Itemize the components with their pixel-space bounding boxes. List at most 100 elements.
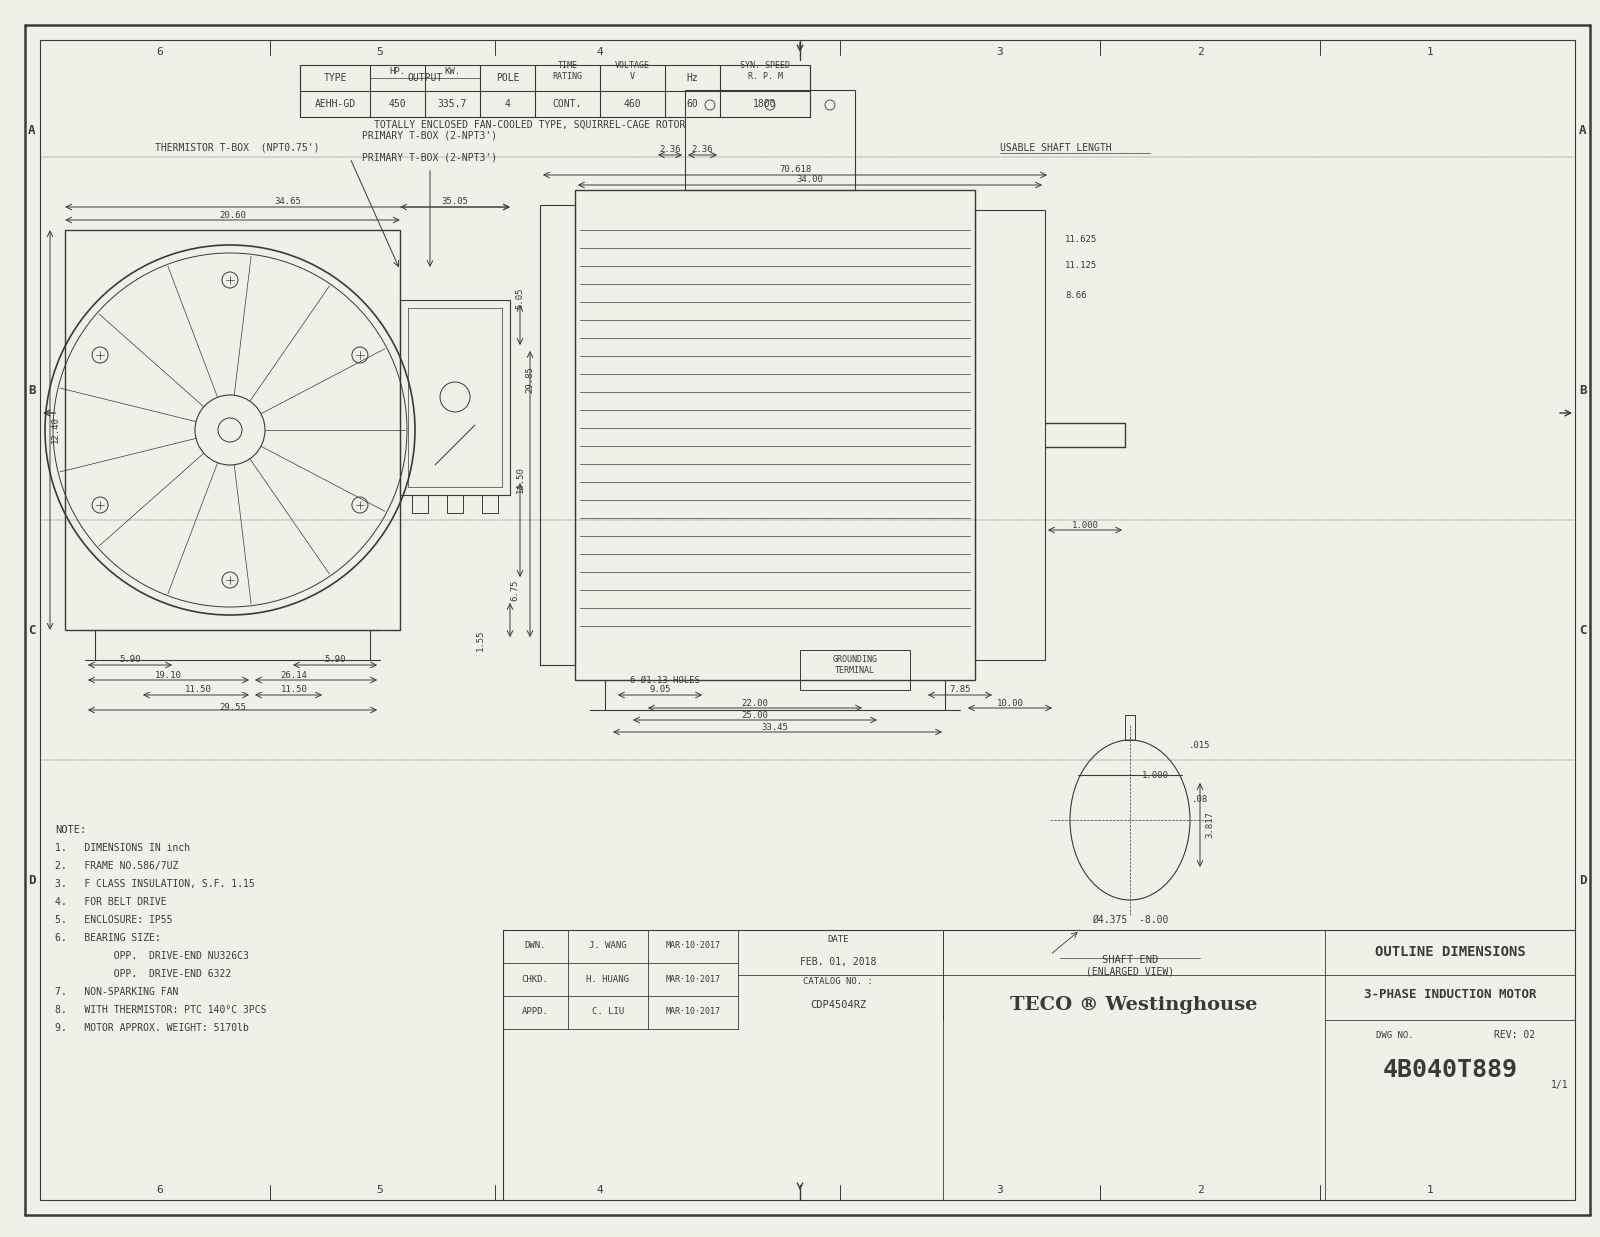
Text: VOLTAGE
V: VOLTAGE V <box>614 62 650 80</box>
Text: CDP4504RZ: CDP4504RZ <box>810 999 866 1009</box>
Text: 2.   FRAME NO.586/7UZ: 2. FRAME NO.586/7UZ <box>54 861 178 871</box>
Text: 34.65: 34.65 <box>274 198 301 207</box>
Text: 4B040T889: 4B040T889 <box>1382 1058 1517 1082</box>
Bar <box>800 649 910 690</box>
Text: 1.55: 1.55 <box>475 630 485 651</box>
Text: OPP.  DRIVE-END 6322: OPP. DRIVE-END 6322 <box>54 969 232 978</box>
Text: 1.000: 1.000 <box>1072 521 1099 529</box>
Text: 335.7: 335.7 <box>438 99 467 109</box>
Text: 3.   F CLASS INSULATION, S.F. 1.15: 3. F CLASS INSULATION, S.F. 1.15 <box>54 880 254 889</box>
Text: CONT.: CONT. <box>554 99 582 109</box>
Text: 10.00: 10.00 <box>997 699 1024 708</box>
Text: APPD.: APPD. <box>522 1007 549 1017</box>
Text: J. WANG: J. WANG <box>589 941 627 950</box>
Text: AEHH-GD: AEHH-GD <box>315 99 355 109</box>
Text: PRIMARY T-BOX (2-NPT3'): PRIMARY T-BOX (2-NPT3') <box>363 130 498 140</box>
Text: 1: 1 <box>1427 1185 1434 1195</box>
Text: 5: 5 <box>376 47 384 57</box>
Text: 5.05: 5.05 <box>515 287 525 309</box>
Text: 3: 3 <box>997 1185 1003 1195</box>
Text: OPP.  DRIVE-END NU326C3: OPP. DRIVE-END NU326C3 <box>54 951 250 961</box>
Text: 6: 6 <box>157 1185 163 1195</box>
Text: PRIMARY T-BOX (2-NPT3'): PRIMARY T-BOX (2-NPT3') <box>363 153 498 163</box>
Text: 3: 3 <box>997 47 1003 57</box>
Text: DWN.: DWN. <box>525 941 546 950</box>
Text: D: D <box>1579 873 1587 887</box>
Text: 12.40: 12.40 <box>51 417 59 443</box>
Text: Hz: Hz <box>686 73 698 83</box>
Text: TECO ® Westinghouse: TECO ® Westinghouse <box>1010 996 1258 1014</box>
Text: 20.60: 20.60 <box>219 210 246 219</box>
Text: 22.00: 22.00 <box>741 699 768 708</box>
Text: 70.618: 70.618 <box>779 166 811 174</box>
Text: 4: 4 <box>597 1185 603 1195</box>
Text: 3-PHASE INDUCTION MOTOR: 3-PHASE INDUCTION MOTOR <box>1363 988 1536 1002</box>
Text: 6: 6 <box>157 47 163 57</box>
Text: OUTLINE DIMENSIONS: OUTLINE DIMENSIONS <box>1374 945 1525 959</box>
Text: B: B <box>1579 383 1587 397</box>
Text: 450: 450 <box>389 99 406 109</box>
Text: HP.: HP. <box>389 67 405 75</box>
Text: 6.75: 6.75 <box>510 579 520 601</box>
Text: KW.: KW. <box>445 67 461 75</box>
Bar <box>301 66 810 118</box>
Text: POLE: POLE <box>496 73 520 83</box>
Text: 5.90: 5.90 <box>325 656 346 664</box>
Text: 8.   WITH THERMISTOR: PTC 140°C 3PCS: 8. WITH THERMISTOR: PTC 140°C 3PCS <box>54 1004 267 1016</box>
Text: TOTALLY ENCLOSED FAN-COOLED TYPE, SQUIRREL-CAGE ROTOR: TOTALLY ENCLOSED FAN-COOLED TYPE, SQUIRR… <box>374 120 686 130</box>
Text: D: D <box>29 873 35 887</box>
Bar <box>541 205 574 666</box>
Text: 5: 5 <box>376 1185 384 1195</box>
Text: 3.817: 3.817 <box>1205 811 1214 839</box>
Text: 11.125: 11.125 <box>1066 261 1098 270</box>
Text: MAR·10·2017: MAR·10·2017 <box>666 941 720 950</box>
Text: NOTE:: NOTE: <box>54 825 86 835</box>
Text: 4: 4 <box>504 99 510 109</box>
Text: 34.00: 34.00 <box>797 176 824 184</box>
Text: DATE: DATE <box>827 935 848 945</box>
Text: H. HUANG: H. HUANG <box>587 975 629 983</box>
Text: USABLE SHAFT LENGTH: USABLE SHAFT LENGTH <box>1000 143 1112 153</box>
Text: 1: 1 <box>1427 47 1434 57</box>
Text: 5.   ENCLOSURE: IP55: 5. ENCLOSURE: IP55 <box>54 915 173 925</box>
Text: 1800: 1800 <box>754 99 776 109</box>
Text: A: A <box>29 124 35 136</box>
Text: 11.50: 11.50 <box>280 685 307 694</box>
Text: 60: 60 <box>686 99 698 109</box>
Text: 6.   BEARING SIZE:: 6. BEARING SIZE: <box>54 933 160 943</box>
Text: 14.50: 14.50 <box>515 466 525 494</box>
Text: 11.625: 11.625 <box>1066 235 1098 245</box>
Text: DWG NO.: DWG NO. <box>1376 1030 1414 1039</box>
Text: 5.90: 5.90 <box>120 656 141 664</box>
Bar <box>446 495 462 513</box>
Text: 2: 2 <box>1197 1185 1203 1195</box>
Text: SHAFT END: SHAFT END <box>1102 955 1158 965</box>
Bar <box>482 495 498 513</box>
Text: 35.05: 35.05 <box>442 198 469 207</box>
Text: 33.45: 33.45 <box>762 724 789 732</box>
Bar <box>408 308 502 487</box>
Bar <box>685 90 854 190</box>
Text: 4: 4 <box>597 47 603 57</box>
Text: 11.50: 11.50 <box>184 685 211 694</box>
Text: 29.55: 29.55 <box>219 703 246 711</box>
Bar <box>400 301 510 495</box>
Text: 1/1: 1/1 <box>1550 1080 1570 1090</box>
Text: B: B <box>29 383 35 397</box>
Text: .015: .015 <box>1189 741 1211 750</box>
Bar <box>1125 715 1134 740</box>
Text: 26.14: 26.14 <box>280 670 307 679</box>
Text: 25.00: 25.00 <box>741 710 768 720</box>
Text: 460: 460 <box>624 99 642 109</box>
Text: 6-Ø1.13 HOLES: 6-Ø1.13 HOLES <box>630 675 699 684</box>
Text: OUTPUT: OUTPUT <box>408 73 443 83</box>
Text: C: C <box>29 623 35 637</box>
Text: CHKD.: CHKD. <box>522 975 549 983</box>
Text: REV: 02: REV: 02 <box>1494 1030 1536 1040</box>
Text: CATALOG NO. :: CATALOG NO. : <box>803 977 874 986</box>
Text: 9.   MOTOR APPROX. WEIGHT: 5170lb: 9. MOTOR APPROX. WEIGHT: 5170lb <box>54 1023 250 1033</box>
Text: 2: 2 <box>1197 47 1203 57</box>
Bar <box>574 190 974 680</box>
Text: 7.   NON-SPARKING FAN: 7. NON-SPARKING FAN <box>54 987 178 997</box>
Text: 19.10: 19.10 <box>155 670 181 679</box>
